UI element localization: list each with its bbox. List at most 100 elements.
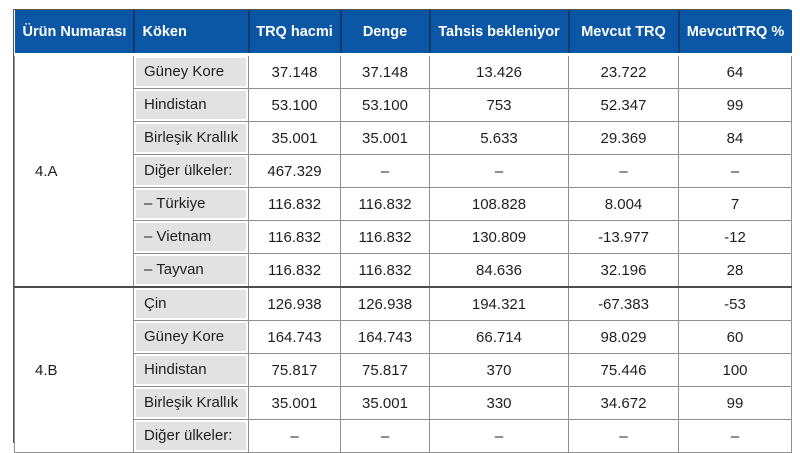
origin-label: Diğer ülkeler: (136, 422, 246, 450)
available-trq-percent-cell: 84 (678, 121, 792, 155)
available-trq-percent-cell: – (678, 419, 792, 453)
available-trq-cell: 8.004 (568, 187, 679, 221)
available-trq-percent-cell: 99 (678, 88, 792, 122)
origin-label: Hindistan (136, 91, 246, 119)
balance-cell: 37.148 (340, 54, 430, 89)
column-header-available-trq: Mevcut TRQ (567, 10, 679, 56)
table-row: Diğer ülkeler: – – – – – (15, 419, 792, 453)
origin-label: Diğer ülkeler: (136, 157, 246, 185)
column-header-trq-volume: TRQ hacmi (247, 10, 341, 56)
origin-cell: Güney Kore (133, 54, 249, 89)
pending-allocation-cell: – (429, 419, 569, 453)
table-row: – Türkiye 116.832 116.832 108.828 8.004 7 (15, 187, 792, 221)
origin-label: – Vietnam (136, 223, 246, 251)
pending-allocation-cell: 130.809 (429, 220, 569, 254)
available-trq-percent-cell: 60 (678, 320, 792, 354)
origin-label: Hindistan (136, 356, 246, 384)
table-row: Hindistan 53.100 53.100 753 52.347 99 (15, 88, 792, 122)
origin-cell: Birleşik Krallık (133, 121, 249, 155)
available-trq-cell: 75.446 (568, 353, 679, 387)
column-header-origin: Köken (132, 10, 249, 56)
balance-cell: 35.001 (340, 121, 430, 155)
column-header-available-trq-percent: MevcutTRQ % (677, 10, 792, 56)
available-trq-cell: 32.196 (568, 253, 679, 288)
available-trq-percent-cell: 64 (678, 54, 792, 89)
pending-allocation-cell: 753 (429, 88, 569, 122)
trq-volume-cell: 116.832 (248, 220, 341, 254)
origin-cell: Hindistan (133, 353, 249, 387)
trq-table-container: Ürün Numarası Köken TRQ hacmi Denge Tahsis b… (13, 9, 792, 453)
table-row: 4.A Güney Kore 37.148 37.148 13.426 23.722 64 (14, 54, 792, 288)
pending-allocation-cell: 66.714 (429, 320, 569, 354)
pending-allocation-cell: 13.426 (429, 54, 569, 89)
available-trq-cell: – (568, 419, 679, 453)
table-row: Güney Kore 164.743 164.743 66.714 98.029 60 (15, 320, 792, 354)
origin-label: – Türkiye (136, 190, 246, 218)
available-trq-cell: 98.029 (568, 320, 679, 354)
table-row: – Tayvan 116.832 116.832 84.636 32.196 28 (15, 253, 792, 288)
trq-volume-cell: 35.001 (248, 121, 341, 155)
trq-table: Ürün Numarası Köken TRQ hacmi Denge Tahsis b… (14, 10, 792, 453)
available-trq-cell: -67.383 (568, 286, 679, 321)
origin-label: Birleşik Krallık (136, 389, 246, 417)
origin-cell: Güney Kore (133, 320, 249, 354)
origin-cell: Çin (133, 286, 249, 321)
origin-cell: – Türkiye (133, 187, 249, 221)
available-trq-cell: 52.347 (568, 88, 679, 122)
available-trq-cell: 23.722 (568, 54, 679, 89)
pending-allocation-cell: 194.321 (429, 286, 569, 321)
product-group-cell: 4.B (14, 286, 134, 453)
available-trq-percent-cell: 99 (678, 386, 792, 420)
available-trq-percent-cell: 100 (678, 353, 792, 387)
table-row: – Vietnam 116.832 116.832 130.809 -13.977 -12 (15, 220, 792, 254)
balance-cell: 75.817 (340, 353, 430, 387)
balance-cell: – (340, 154, 430, 188)
trq-volume-cell: 75.817 (248, 353, 341, 387)
trq-volume-cell: 116.832 (248, 187, 341, 221)
trq-volume-cell: 467.329 (248, 154, 341, 188)
column-header-product-number: Ürün Numarası (14, 10, 134, 56)
pending-allocation-cell: 84.636 (429, 253, 569, 288)
origin-cell: Diğer ülkeler: (133, 154, 249, 188)
table-row: Diğer ülkeler: 467.329– – – – (15, 154, 792, 188)
origin-cell: – Tayvan (133, 253, 249, 288)
trq-volume-cell: 35.001 (248, 386, 341, 420)
available-trq-cell: – (568, 154, 679, 188)
origin-label: Birleşik Krallık (136, 124, 246, 152)
available-trq-cell: 34.672 (568, 386, 679, 420)
available-trq-percent-cell: 28 (678, 253, 792, 288)
pending-allocation-cell: 370 (429, 353, 569, 387)
pending-allocation-cell: 5.633 (429, 121, 569, 155)
available-trq-cell: 29.369 (568, 121, 679, 155)
trq-volume-cell: 126.938 (248, 286, 341, 321)
trq-volume-cell: 37.148 (248, 54, 341, 89)
origin-cell: Birleşik Krallık (133, 386, 249, 420)
available-trq-percent-cell: -53 (678, 286, 792, 321)
available-trq-percent-cell: – (678, 154, 792, 188)
balance-cell: 53.100 (340, 88, 430, 122)
column-header-pending-allocation: Tahsis bekleniyor (428, 10, 569, 56)
origin-cell: – Vietnam (133, 220, 249, 254)
header-row: Ürün Numarası Köken TRQ hacmi Denge Tahsis b… (14, 10, 792, 56)
origin-label: – Tayvan (136, 256, 246, 284)
pending-allocation-cell: 108.828 (429, 187, 569, 221)
pending-allocation-cell: 330 (429, 386, 569, 420)
balance-cell: – (340, 419, 430, 453)
available-trq-percent-cell: 7 (678, 187, 792, 221)
balance-cell: 116.832 (340, 187, 430, 221)
table-row: Hindistan 75.817 75.817 370 75.446 100 (15, 353, 792, 387)
trq-volume-cell: 164.743 (248, 320, 341, 354)
product-group-cell: 4.A (14, 54, 134, 288)
balance-cell: 116.832 (340, 253, 430, 288)
balance-cell: 116.832 (340, 220, 430, 254)
origin-cell: Hindistan (133, 88, 249, 122)
balance-cell: 126.938 (340, 286, 430, 321)
table-row: Birleşik Krallık 35.001 35.001 5.633 29.369 8… (15, 121, 792, 155)
origin-label: Çin (136, 290, 246, 318)
balance-cell: 164.743 (340, 320, 430, 354)
origin-cell: Diğer ülkeler: (133, 419, 249, 453)
column-header-balance: Denge (339, 10, 430, 56)
trq-volume-cell: 53.100 (248, 88, 341, 122)
origin-label: Güney Kore (136, 323, 246, 351)
pending-allocation-cell: – (429, 154, 569, 188)
